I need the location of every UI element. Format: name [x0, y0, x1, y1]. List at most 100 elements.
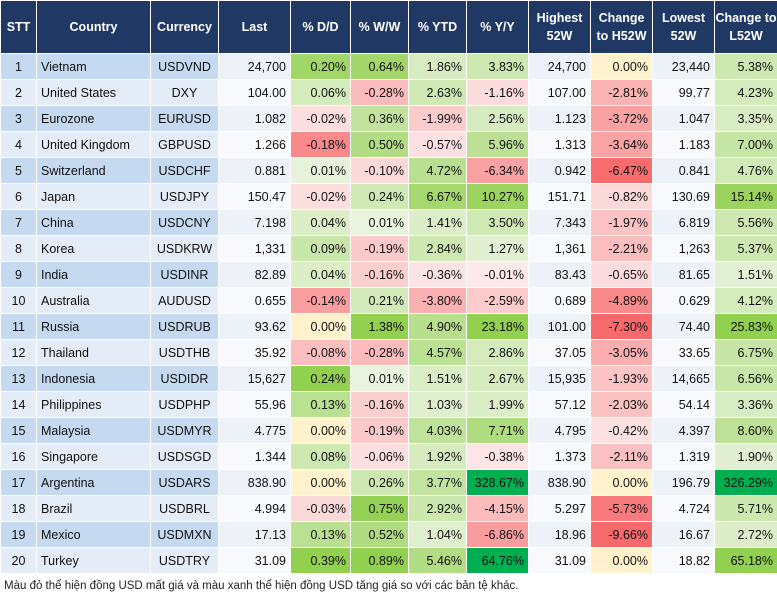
table-cell: -4.15%: [466, 495, 529, 522]
table-cell: -3.80%: [408, 287, 467, 314]
table-cell: -2.03%: [590, 391, 653, 418]
table-cell: 2.86%: [466, 339, 529, 366]
table-row: 9 India USDINR 82.89 0.04% -0.16% -0.36% -0.01%…: [0, 261, 777, 288]
table-cell: 1,331: [218, 235, 291, 262]
table-row: 1 Vietnam USDVND 24,700 0.20% 0.64% 1.86% 3.83%…: [0, 53, 777, 80]
table-cell: 10.27%: [466, 183, 529, 210]
table-cell: 24,700: [218, 53, 291, 80]
table-cell: 1.99%: [466, 391, 529, 418]
table-cell: -3.64%: [590, 131, 653, 158]
table-cell: 2.56%: [466, 105, 529, 132]
column-header: % D/D: [290, 0, 351, 54]
table-cell: 16: [0, 443, 37, 470]
table-cell: 4.12%: [714, 287, 777, 314]
table-cell: Argentina: [36, 469, 151, 496]
table-cell: -0.28%: [350, 339, 409, 366]
column-header: Change to H52W: [590, 0, 653, 54]
table-cell: USDCNY: [150, 209, 219, 236]
table-cell: 0.50%: [350, 131, 409, 158]
table-cell: 25.83%: [714, 313, 777, 340]
table-cell: 19: [0, 521, 37, 548]
table-cell: 55.96: [218, 391, 291, 418]
table-cell: 81.65: [652, 261, 715, 288]
table-cell: 12: [0, 339, 37, 366]
table-cell: -7.30%: [590, 313, 653, 340]
table-cell: 4.724: [652, 495, 715, 522]
table-cell: -0.28%: [350, 79, 409, 106]
table-cell: 20: [0, 547, 37, 574]
table-cell: 838.90: [218, 469, 291, 496]
table-cell: 1.082: [218, 105, 291, 132]
table-cell: 101.00: [528, 313, 591, 340]
table-cell: -0.16%: [350, 261, 409, 288]
table-cell: 1.047: [652, 105, 715, 132]
table-cell: 5.38%: [714, 53, 777, 80]
table-cell: USDIDR: [150, 365, 219, 392]
table-cell: 2.67%: [466, 365, 529, 392]
table-cell: 6.75%: [714, 339, 777, 366]
table-cell: 1,263: [652, 235, 715, 262]
table-cell: -9.66%: [590, 521, 653, 548]
table-cell: DXY: [150, 79, 219, 106]
table-body: 1 Vietnam USDVND 24,700 0.20% 0.64% 1.86% 3.83%…: [0, 53, 777, 574]
table-cell: 15.14%: [714, 183, 777, 210]
table-cell: 0.09%: [290, 235, 351, 262]
table-cell: 1.51%: [714, 261, 777, 288]
table-cell: 15,935: [528, 365, 591, 392]
table-cell: 4.03%: [408, 417, 467, 444]
table-cell: 15,627: [218, 365, 291, 392]
table-cell: -0.42%: [590, 417, 653, 444]
table-cell: 0.841: [652, 157, 715, 184]
table-cell: -0.14%: [290, 287, 351, 314]
header-row: STT Country Currency Last% D/D% W/W% YTD% Y…: [0, 0, 777, 54]
table-cell: China: [36, 209, 151, 236]
table-cell: 1.319: [652, 443, 715, 470]
table-cell: 3.36%: [714, 391, 777, 418]
table-cell: 10: [0, 287, 37, 314]
table-cell: 4.775: [218, 417, 291, 444]
table-cell: 0.689: [528, 287, 591, 314]
table-cell: 104.00: [218, 79, 291, 106]
table-cell: -1.97%: [590, 209, 653, 236]
table-cell: 37.05: [528, 339, 591, 366]
table-cell: 18.82: [652, 547, 715, 574]
table-cell: Mexico: [36, 521, 151, 548]
table-cell: 7.343: [528, 209, 591, 236]
table-cell: 0.36%: [350, 105, 409, 132]
table-cell: USDINR: [150, 261, 219, 288]
table-cell: 5.96%: [466, 131, 529, 158]
table-cell: Korea: [36, 235, 151, 262]
table-cell: 6.56%: [714, 365, 777, 392]
table-cell: 3.35%: [714, 105, 777, 132]
table-cell: 2.84%: [408, 235, 467, 262]
table-row: 12 Thailand USDTHB 35.92 -0.08% -0.28% 4.57% 2.…: [0, 339, 777, 366]
table-cell: 2: [0, 79, 37, 106]
table-cell: 31.09: [218, 547, 291, 574]
table-cell: 3.83%: [466, 53, 529, 80]
table-row: 13 Indonesia USDIDR 15,627 0.24% 0.01% 1.51% 2.…: [0, 365, 777, 392]
table-cell: -0.08%: [290, 339, 351, 366]
table-cell: 0.655: [218, 287, 291, 314]
table-cell: Malaysia: [36, 417, 151, 444]
table-row: 3 Eurozone EURUSD 1.082 -0.02% 0.36% -1.99% 2.5…: [0, 105, 777, 132]
table-cell: -4.89%: [590, 287, 653, 314]
table-cell: -0.16%: [350, 391, 409, 418]
table-cell: 83.43: [528, 261, 591, 288]
table-cell: Philippines: [36, 391, 151, 418]
table-cell: 0.00%: [290, 313, 351, 340]
table-cell: 35.92: [218, 339, 291, 366]
table-cell: 2.63%: [408, 79, 467, 106]
column-header: Change to L52W: [714, 0, 777, 54]
table-cell: Japan: [36, 183, 151, 210]
table-row: 14 Philippines USDPHP 55.96 0.13% -0.16% 1.03%…: [0, 391, 777, 418]
table-cell: 31.09: [528, 547, 591, 574]
table-cell: 0.39%: [290, 547, 351, 574]
table-row: 5 Switzerland USDCHF 0.881 0.01% -0.10% 4.72% -…: [0, 157, 777, 184]
table-cell: 82.89: [218, 261, 291, 288]
table-cell: 0.26%: [350, 469, 409, 496]
table-cell: 33.65: [652, 339, 715, 366]
column-header: Last: [218, 0, 291, 54]
table-cell: USDKRW: [150, 235, 219, 262]
table-row: 17 Argentina USDARS 838.90 0.00% 0.26% 3.77% 32…: [0, 469, 777, 496]
table-cell: 11: [0, 313, 37, 340]
